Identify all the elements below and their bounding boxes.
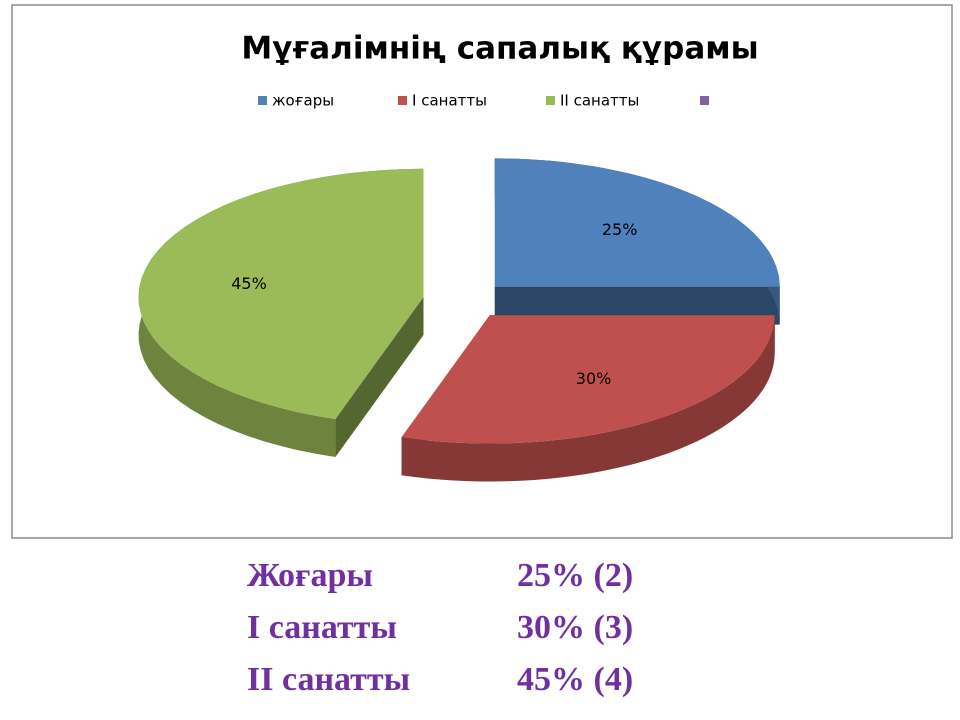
chart-title: Мұғалімнің сапалық құрамы [241,31,758,67]
legend: жоғары І санатты ІІ санатты [258,92,709,110]
data-label: 25% [602,220,638,239]
summary: Жоғары 25% (2) І санатты 30% (3) ІІ санатты 4… [247,557,633,698]
legend-swatch [258,96,267,105]
summary-label: ІІ санатты [247,661,410,698]
slice [138,168,424,419]
summary-value: 30% (3) [517,609,633,646]
legend-label: жоғары [272,92,334,110]
legend-swatch [398,96,407,105]
slice [494,158,780,287]
legend-label: І санатты [412,92,487,110]
legend-swatch [700,96,709,105]
data-label: 45% [231,274,267,293]
slice-wall [335,297,424,457]
data-label: 30% [576,369,612,388]
summary-value: 25% (2) [517,557,633,594]
summary-value: 45% (4) [517,661,633,698]
pie: 25% 30% 45% [138,158,780,482]
summary-label: Жоғары [247,557,373,594]
slice [401,315,775,444]
legend-swatch [546,96,555,105]
slice-wall [494,286,780,325]
slice-side [401,315,775,482]
summary-label: І санатты [247,609,397,646]
legend-label: ІІ санатты [560,92,639,110]
